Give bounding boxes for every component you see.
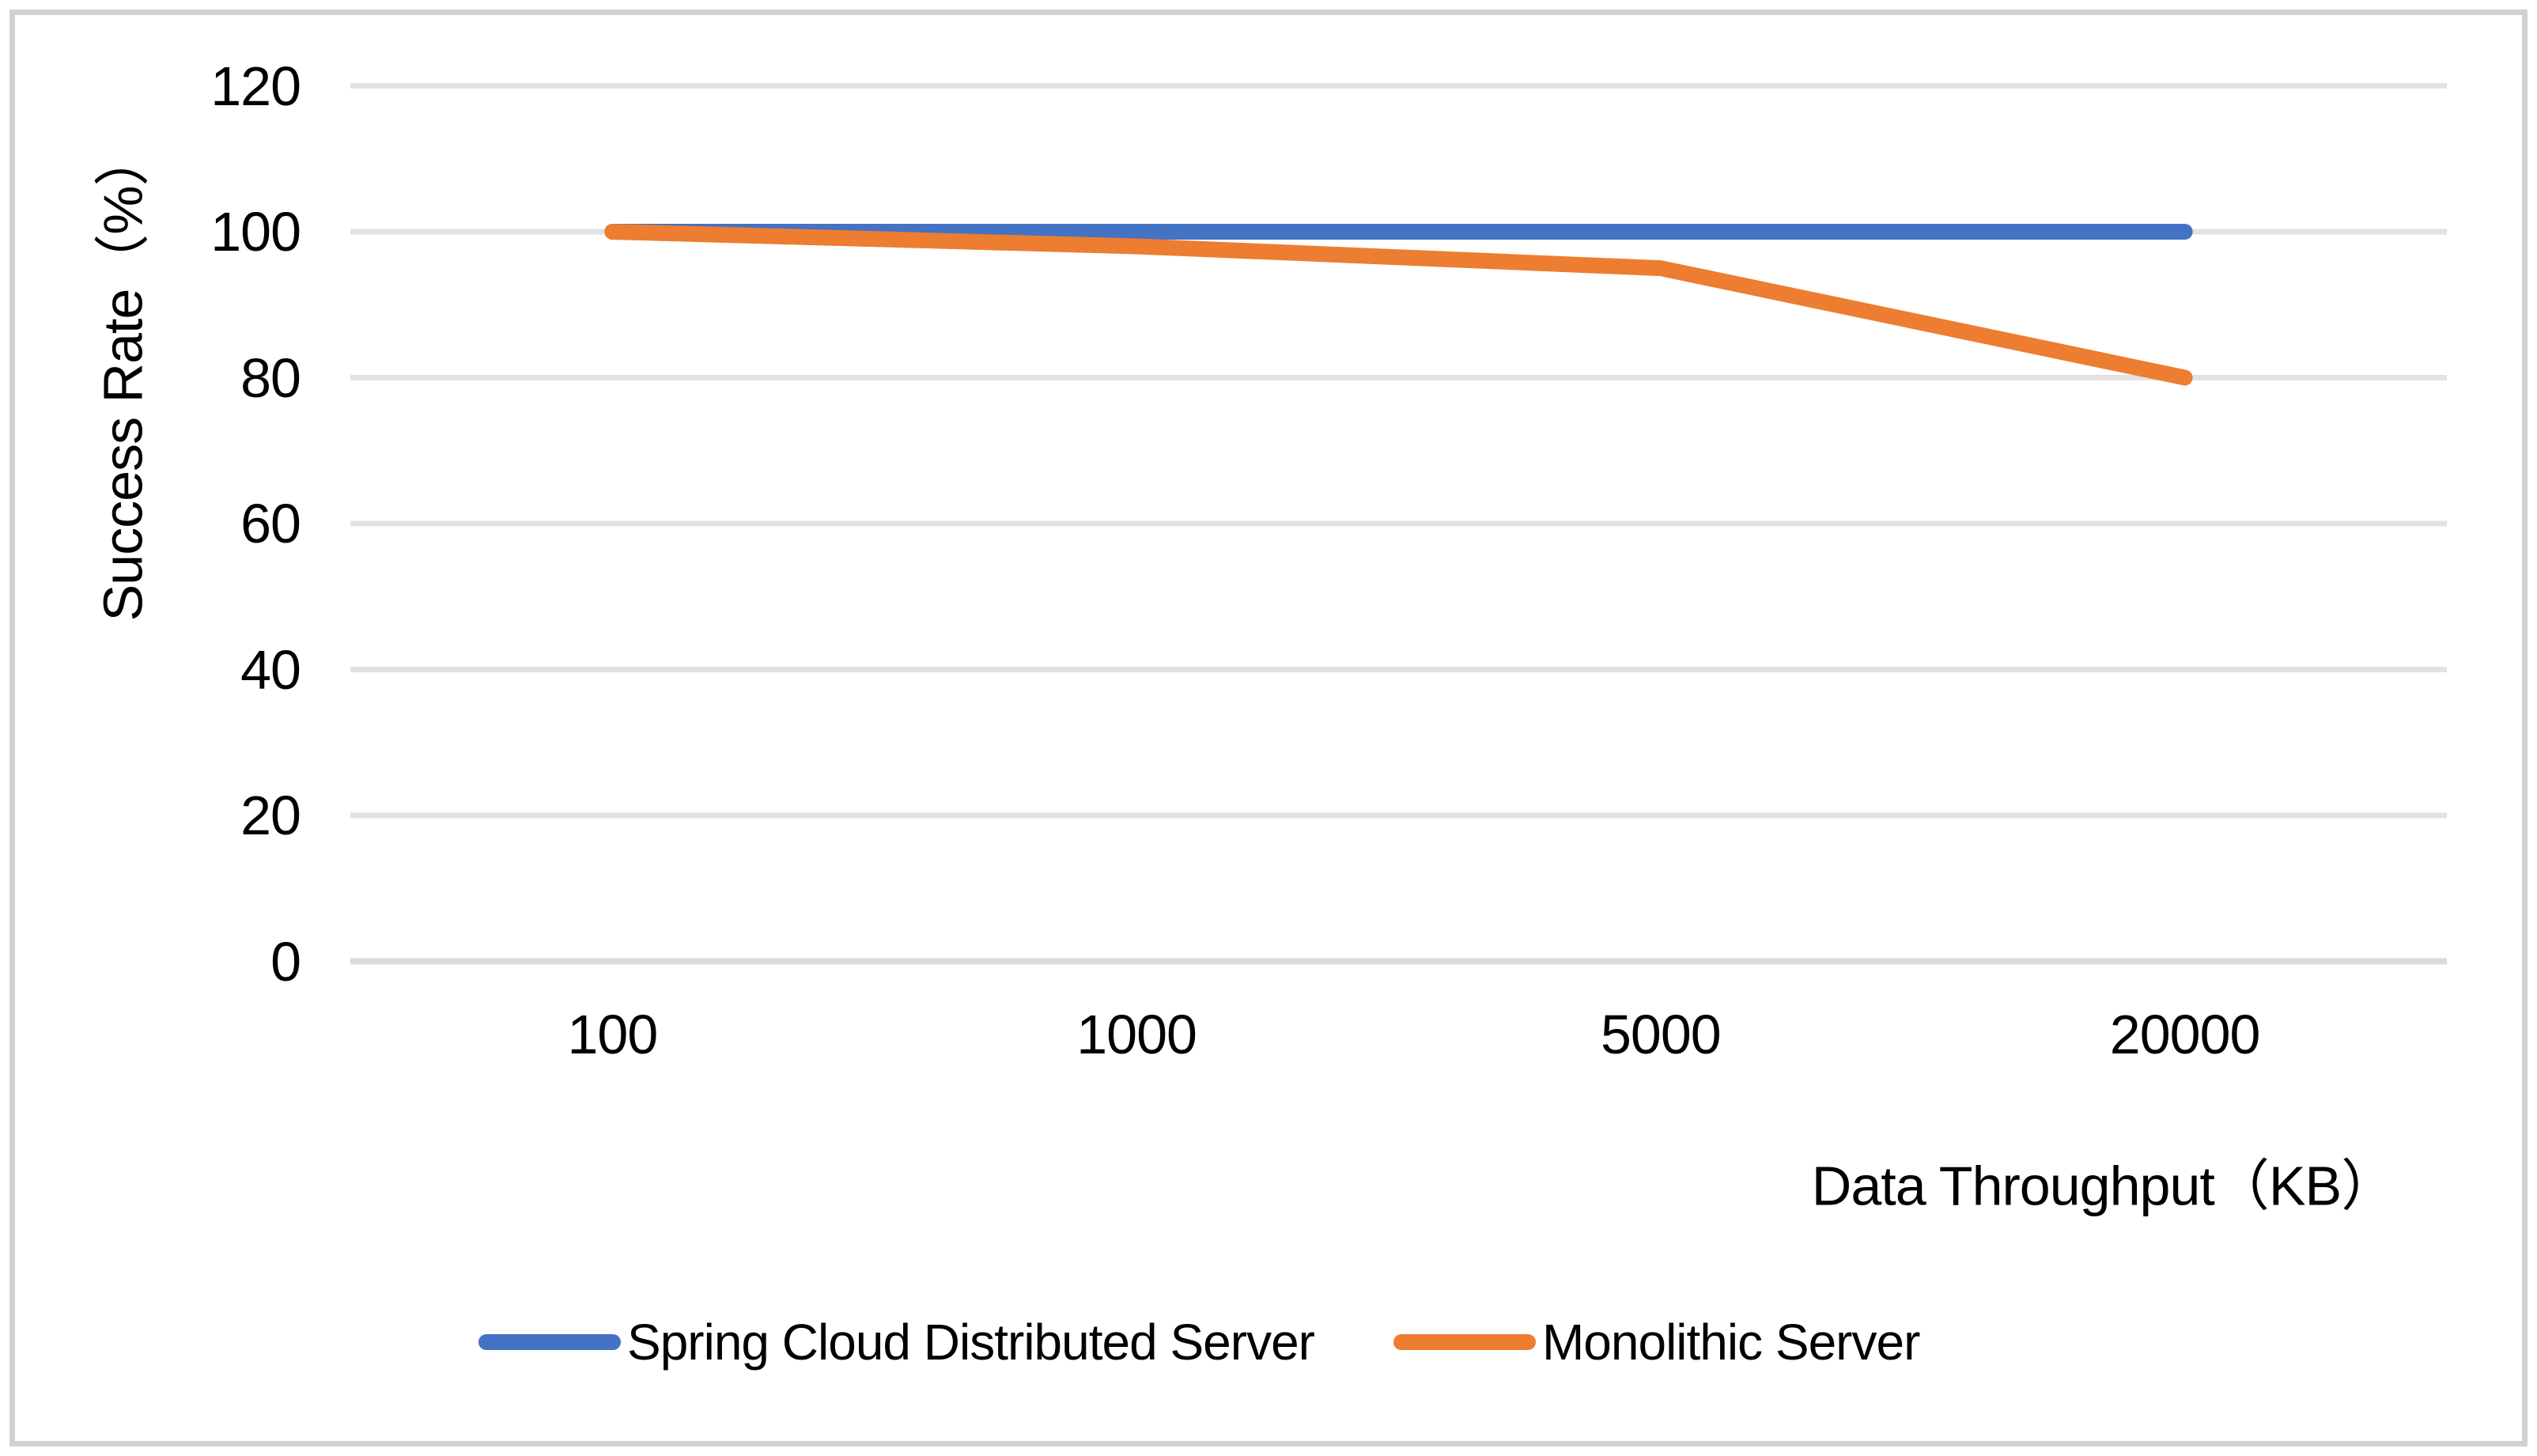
y-tick-label-0: 0 xyxy=(270,930,301,993)
legend-label: Monolithic Server xyxy=(1541,1314,1920,1371)
y-tick-label-60: 60 xyxy=(240,493,301,554)
y-tick-label-100: 100 xyxy=(210,201,301,263)
series-line-monolithic-server xyxy=(604,224,2193,386)
x-tick-label-20000: 20000 xyxy=(2109,1004,2261,1065)
y-tick-label-40: 40 xyxy=(240,638,301,701)
gridlines xyxy=(350,83,2447,965)
legend-item-monolithic-server: Monolithic Server xyxy=(1393,1313,1920,1371)
legend-label: Spring Cloud Distributed Server xyxy=(627,1314,1315,1371)
y-tick-label-20: 20 xyxy=(240,785,301,846)
legend: Spring Cloud Distributed Server Monolithi… xyxy=(478,1313,1920,1371)
y-axis-title: Success Rate（%） xyxy=(92,131,154,622)
x-tick-label-1000: 1000 xyxy=(1076,1004,1197,1065)
series-lines xyxy=(604,224,2193,386)
x-tick-label-100: 100 xyxy=(567,1004,658,1065)
x-tick-label-5000: 5000 xyxy=(1601,1004,1722,1065)
legend-swatch-icon xyxy=(1393,1334,1536,1350)
y-tick-label-120: 120 xyxy=(210,55,301,117)
y-tick-label-80: 80 xyxy=(240,346,301,409)
x-axis-title: Data Throughput（KB） xyxy=(1811,1155,2396,1217)
legend-item-spring-cloud-distributed-server: Spring Cloud Distributed Server xyxy=(478,1313,1315,1371)
legend-swatch-icon xyxy=(478,1334,621,1350)
